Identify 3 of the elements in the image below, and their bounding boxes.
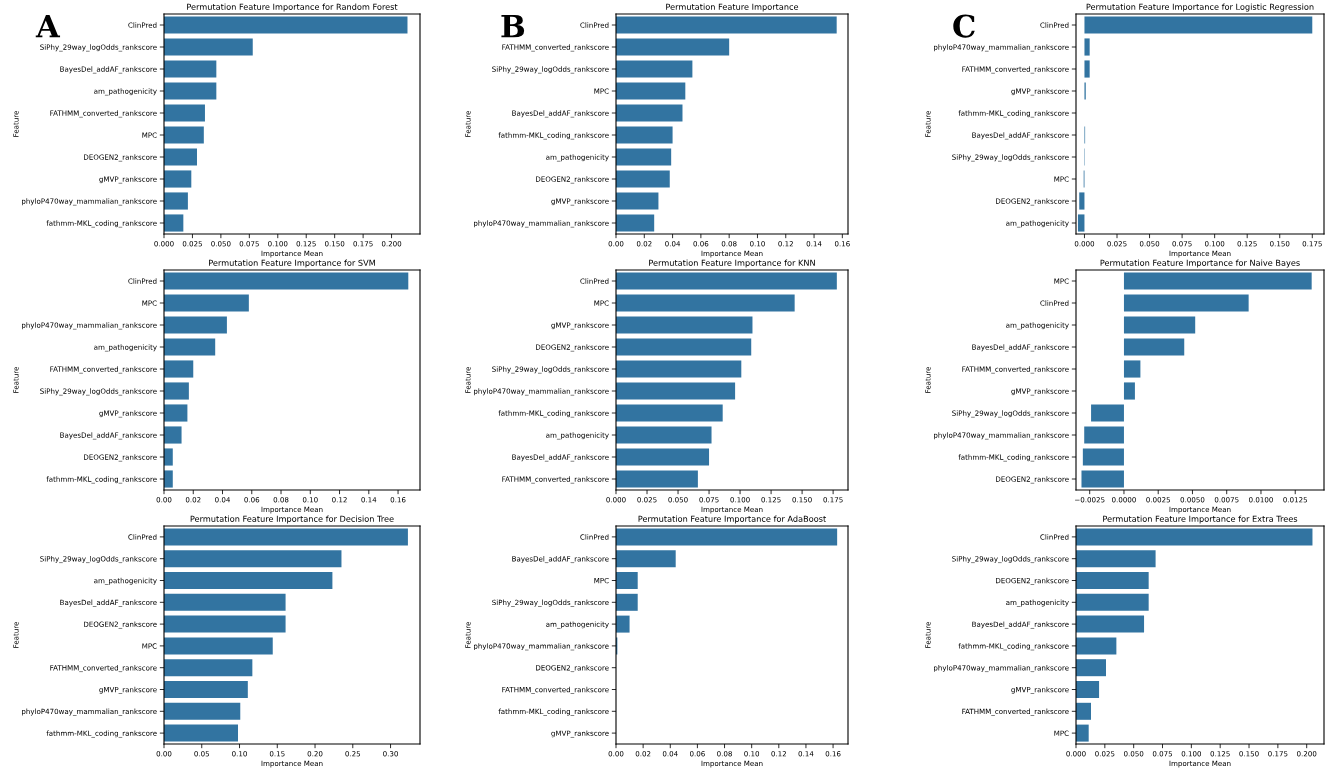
text: B	[501, 14, 525, 38]
text: A	[35, 14, 61, 38]
text: C	[953, 14, 975, 38]
